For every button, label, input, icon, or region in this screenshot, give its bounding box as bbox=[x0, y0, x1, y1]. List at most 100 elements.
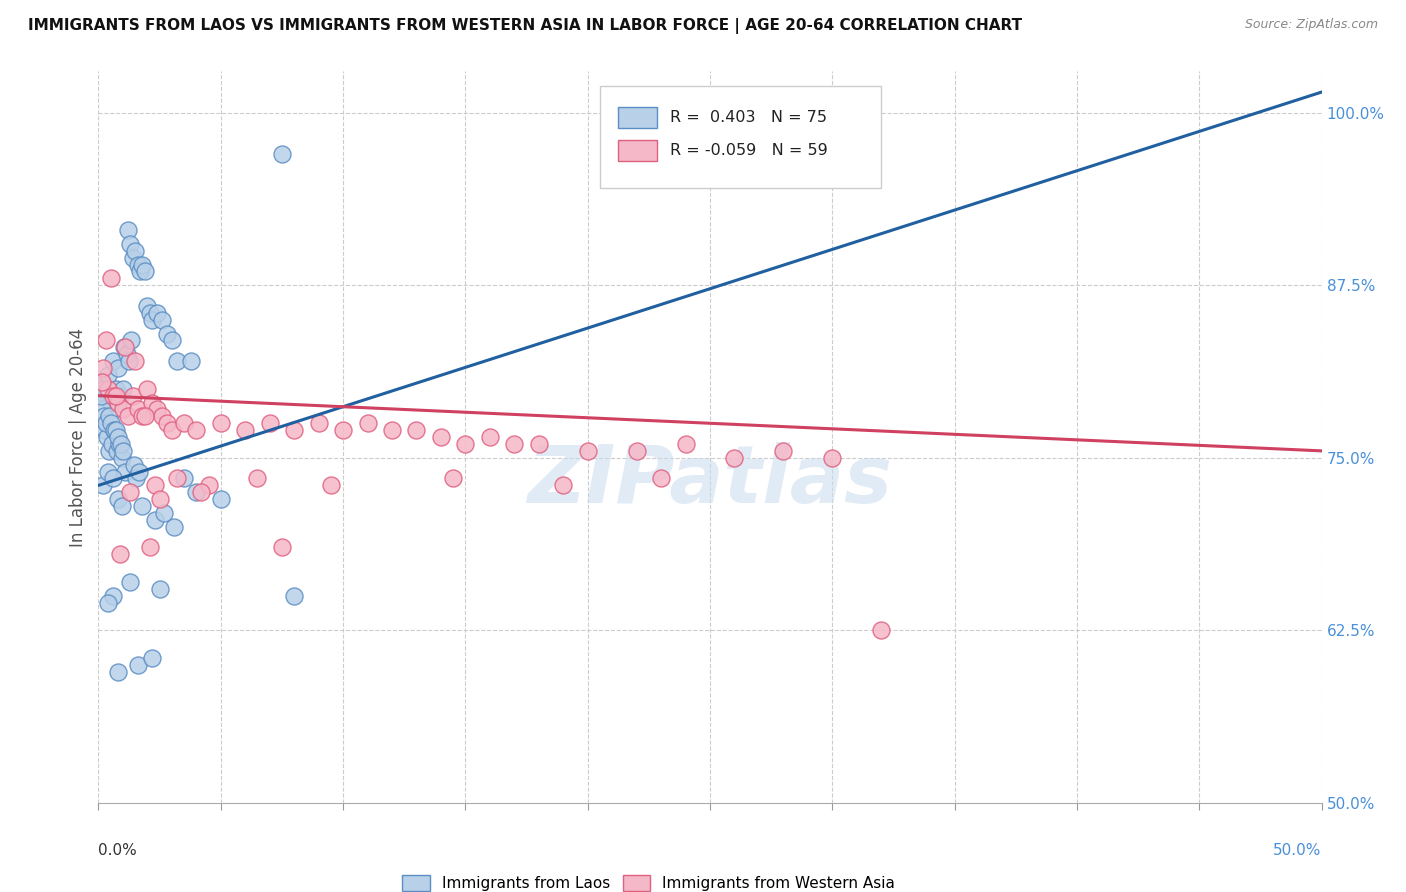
Point bbox=[101, 389, 124, 403]
Point bbox=[104, 389, 127, 403]
Point bbox=[121, 389, 143, 403]
Text: 0.0%: 0.0% bbox=[98, 843, 138, 858]
Point bbox=[103, 423, 125, 437]
Point bbox=[139, 306, 162, 320]
Point bbox=[870, 624, 893, 638]
Point bbox=[186, 485, 208, 500]
Point bbox=[650, 471, 672, 485]
Point bbox=[381, 423, 404, 437]
FancyBboxPatch shape bbox=[619, 107, 658, 128]
Point bbox=[97, 382, 120, 396]
Point bbox=[120, 574, 142, 589]
Point bbox=[319, 478, 342, 492]
Point bbox=[139, 541, 162, 555]
FancyBboxPatch shape bbox=[619, 140, 658, 161]
Text: R =  0.403   N = 75: R = 0.403 N = 75 bbox=[669, 110, 827, 125]
Legend: Immigrants from Laos, Immigrants from Western Asia: Immigrants from Laos, Immigrants from We… bbox=[396, 870, 901, 892]
Point bbox=[111, 382, 134, 396]
Text: Source: ZipAtlas.com: Source: ZipAtlas.com bbox=[1244, 18, 1378, 31]
Point bbox=[723, 450, 745, 465]
Point bbox=[270, 147, 294, 161]
Point bbox=[173, 471, 195, 485]
Point bbox=[246, 471, 269, 485]
Point bbox=[527, 437, 550, 451]
Point bbox=[308, 417, 330, 431]
Point bbox=[120, 485, 142, 500]
Point bbox=[156, 417, 179, 431]
Text: ZIPatlas: ZIPatlas bbox=[527, 442, 893, 520]
Point bbox=[131, 499, 153, 513]
Point bbox=[101, 354, 124, 368]
Point bbox=[114, 465, 136, 479]
Point bbox=[576, 443, 599, 458]
Point bbox=[120, 236, 142, 251]
Point bbox=[127, 657, 149, 672]
Point bbox=[332, 423, 354, 437]
Point bbox=[117, 409, 139, 424]
Text: 50.0%: 50.0% bbox=[1274, 843, 1322, 858]
Point bbox=[141, 395, 163, 409]
Point bbox=[112, 340, 135, 354]
Point bbox=[107, 665, 129, 679]
Point bbox=[105, 443, 128, 458]
Point bbox=[150, 312, 173, 326]
Point bbox=[91, 382, 114, 396]
Point bbox=[104, 382, 127, 396]
Point bbox=[153, 506, 176, 520]
Point bbox=[173, 417, 195, 431]
Point bbox=[503, 437, 526, 451]
Point bbox=[127, 402, 149, 417]
Point bbox=[97, 368, 120, 382]
Point bbox=[101, 589, 124, 603]
Point bbox=[97, 465, 120, 479]
Point bbox=[150, 409, 173, 424]
Point bbox=[131, 258, 153, 272]
Point bbox=[112, 443, 135, 458]
Point bbox=[118, 354, 141, 368]
Point bbox=[259, 417, 281, 431]
Point bbox=[441, 471, 464, 485]
Point bbox=[90, 389, 112, 403]
Point bbox=[128, 465, 150, 479]
Point bbox=[110, 437, 132, 451]
Point bbox=[97, 596, 120, 610]
Point bbox=[111, 450, 134, 465]
Point bbox=[107, 361, 129, 376]
Y-axis label: In Labor Force | Age 20-64: In Labor Force | Age 20-64 bbox=[69, 327, 87, 547]
Point bbox=[163, 520, 186, 534]
Point bbox=[129, 264, 152, 278]
Text: IMMIGRANTS FROM LAOS VS IMMIGRANTS FROM WESTERN ASIA IN LABOR FORCE | AGE 20-64 : IMMIGRANTS FROM LAOS VS IMMIGRANTS FROM … bbox=[28, 18, 1022, 34]
Point bbox=[141, 651, 163, 665]
Point bbox=[101, 471, 124, 485]
Point bbox=[105, 423, 128, 437]
Point bbox=[356, 417, 378, 431]
Point bbox=[430, 430, 453, 444]
Point bbox=[134, 409, 156, 424]
Point bbox=[166, 354, 188, 368]
Point bbox=[107, 492, 129, 507]
Point bbox=[91, 375, 114, 389]
Point bbox=[478, 430, 501, 444]
Point bbox=[120, 334, 142, 348]
Point bbox=[270, 541, 294, 555]
Point bbox=[136, 299, 159, 313]
Point bbox=[626, 443, 648, 458]
Point bbox=[91, 361, 114, 376]
Point bbox=[110, 548, 132, 562]
Point bbox=[283, 423, 305, 437]
Point bbox=[96, 430, 118, 444]
Point bbox=[405, 423, 427, 437]
Point bbox=[94, 334, 117, 348]
Point bbox=[186, 423, 208, 437]
Point bbox=[97, 409, 120, 424]
Point bbox=[101, 437, 124, 451]
Point bbox=[160, 423, 183, 437]
Point bbox=[100, 271, 122, 285]
Point bbox=[146, 306, 169, 320]
Point bbox=[209, 492, 232, 507]
Point bbox=[90, 375, 112, 389]
Point bbox=[772, 443, 794, 458]
Point bbox=[111, 499, 134, 513]
Point bbox=[156, 326, 179, 341]
Point bbox=[146, 402, 169, 417]
